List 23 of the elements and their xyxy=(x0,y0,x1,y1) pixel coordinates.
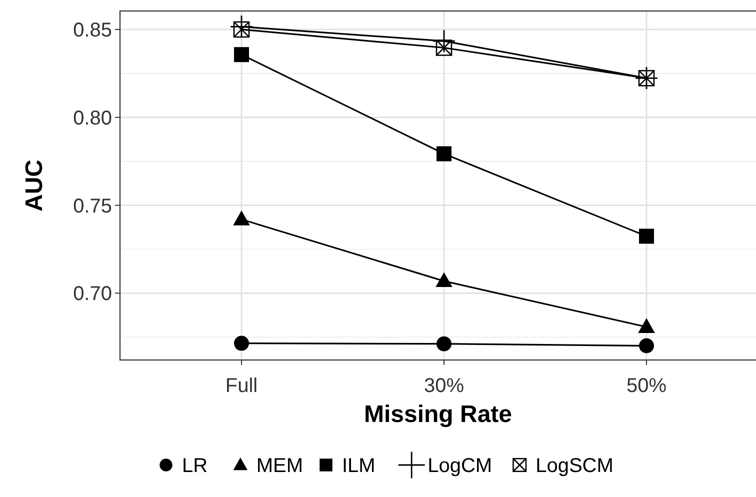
x-tick-label: Full xyxy=(225,375,258,397)
legend-label: ILM xyxy=(342,455,376,477)
legend-label: MEM xyxy=(256,455,304,477)
point xyxy=(436,336,452,352)
y-axis-title: AUC xyxy=(21,160,48,212)
point xyxy=(639,338,654,354)
x-axis-title: Missing Rate xyxy=(364,401,512,428)
y-tick-label: 0.70 xyxy=(73,283,112,306)
point xyxy=(233,210,250,226)
point xyxy=(638,318,655,333)
legend-label: LogSCM xyxy=(536,455,614,477)
y-tick-label: 0.85 xyxy=(73,19,112,42)
point xyxy=(436,146,452,162)
point xyxy=(234,336,249,351)
x-tick-label: 30% xyxy=(424,375,464,397)
x-tick-label: 50% xyxy=(626,375,667,397)
point xyxy=(436,272,452,288)
y-tick-label: 0.75 xyxy=(73,195,112,218)
point xyxy=(234,47,249,62)
legend-label: LogCM xyxy=(428,455,492,477)
legend-label: LR xyxy=(182,455,208,477)
point xyxy=(639,228,654,244)
y-tick-label: 0.80 xyxy=(73,107,112,130)
